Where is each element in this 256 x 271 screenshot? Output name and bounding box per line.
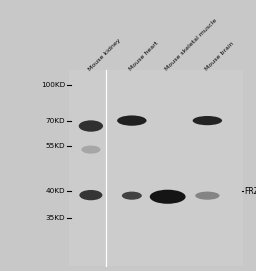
Text: Mouse kidney: Mouse kidney	[87, 37, 122, 72]
Text: Mouse heart: Mouse heart	[128, 41, 159, 72]
Text: 70KD: 70KD	[46, 118, 65, 124]
Text: 35KD: 35KD	[46, 215, 65, 221]
Text: 55KD: 55KD	[46, 143, 65, 149]
Text: FRZB: FRZB	[244, 186, 256, 196]
Ellipse shape	[122, 192, 142, 200]
Ellipse shape	[193, 116, 222, 125]
Text: 40KD: 40KD	[46, 188, 65, 194]
Text: Mouse skeletal muscle: Mouse skeletal muscle	[164, 18, 218, 72]
Ellipse shape	[195, 192, 220, 200]
Ellipse shape	[117, 115, 146, 126]
Ellipse shape	[79, 120, 103, 132]
Ellipse shape	[79, 190, 102, 200]
FancyBboxPatch shape	[69, 70, 243, 266]
Ellipse shape	[150, 190, 186, 204]
Ellipse shape	[81, 146, 100, 154]
Text: 100KD: 100KD	[41, 82, 65, 88]
Text: Mouse brain: Mouse brain	[204, 41, 235, 72]
